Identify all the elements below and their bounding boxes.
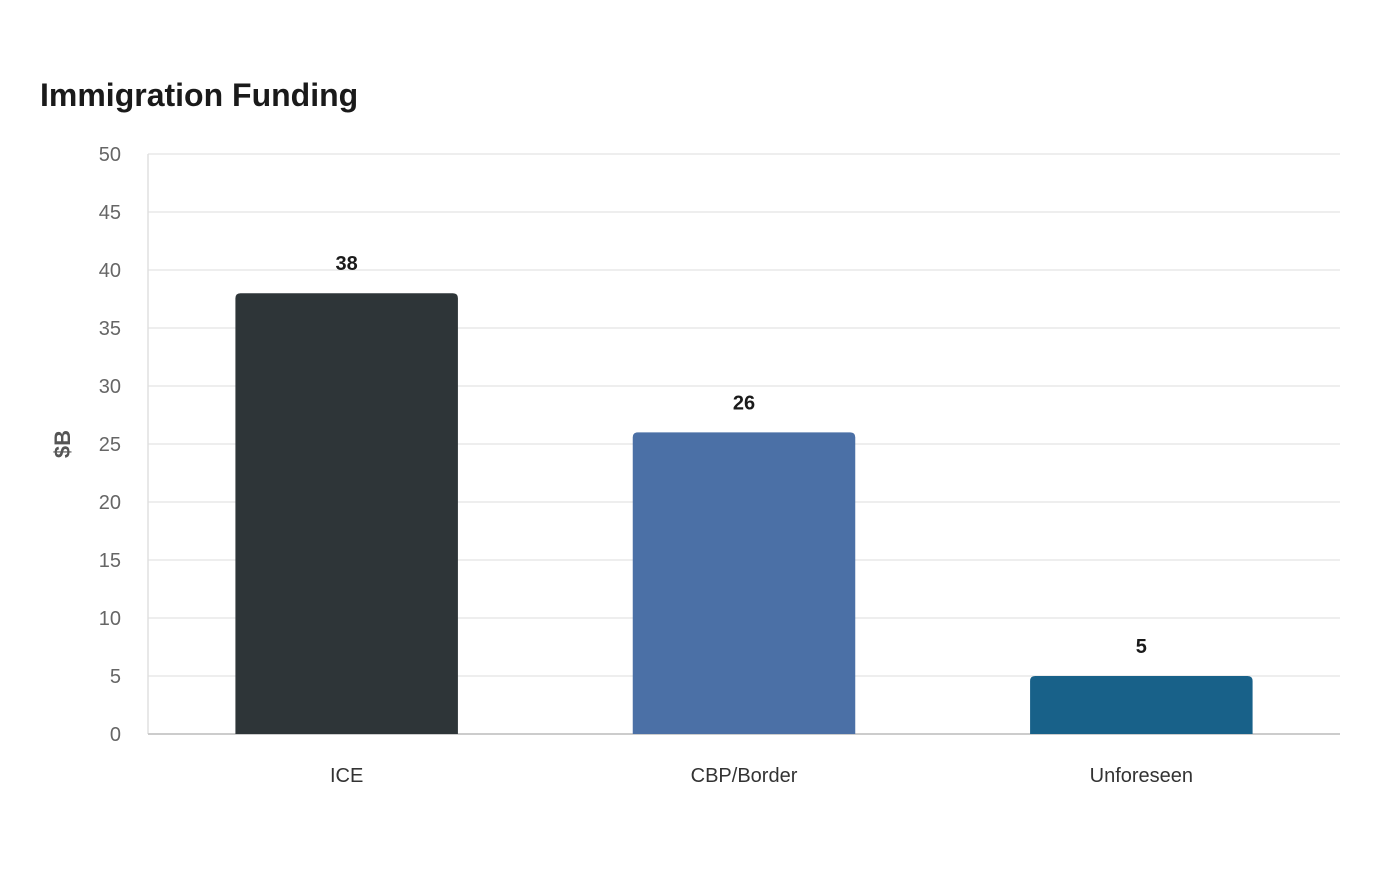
value-labels: 38 26 5 — [336, 253, 1147, 658]
y-tick-label: 30 — [99, 376, 121, 398]
y-tick-label: 50 — [99, 144, 121, 166]
bar-value-label: 38 — [336, 253, 358, 275]
y-tick-label: 35 — [99, 318, 121, 340]
y-tick-label: 5 — [110, 666, 121, 688]
y-tick-label: 40 — [99, 260, 121, 282]
chart-title: Immigration Funding — [40, 77, 359, 113]
y-tick-label: 15 — [99, 550, 121, 572]
y-tick-label: 45 — [99, 202, 121, 224]
x-tick-label: Unforeseen — [1090, 765, 1193, 787]
x-tick-label: ICE — [330, 765, 363, 787]
bar-ice — [235, 293, 458, 734]
bars — [235, 293, 1253, 734]
bar-cbp-border — [632, 432, 856, 734]
y-axis-title: $B — [50, 430, 75, 458]
bar-unforeseen — [1030, 676, 1253, 734]
bar-value-label: 26 — [733, 392, 755, 414]
y-tick-label: 20 — [99, 492, 121, 514]
bar-value-label: 5 — [1136, 636, 1147, 658]
y-tick-label: 10 — [99, 608, 121, 630]
x-tick-label: CBP/Border — [691, 765, 798, 787]
y-tick-label: 25 — [99, 434, 121, 456]
y-tick-labels: 0 5 10 15 20 25 30 35 40 45 50 — [99, 144, 121, 746]
y-tick-label: 0 — [110, 724, 121, 746]
x-tick-labels: ICE CBP/Border Unforeseen — [330, 765, 1193, 787]
